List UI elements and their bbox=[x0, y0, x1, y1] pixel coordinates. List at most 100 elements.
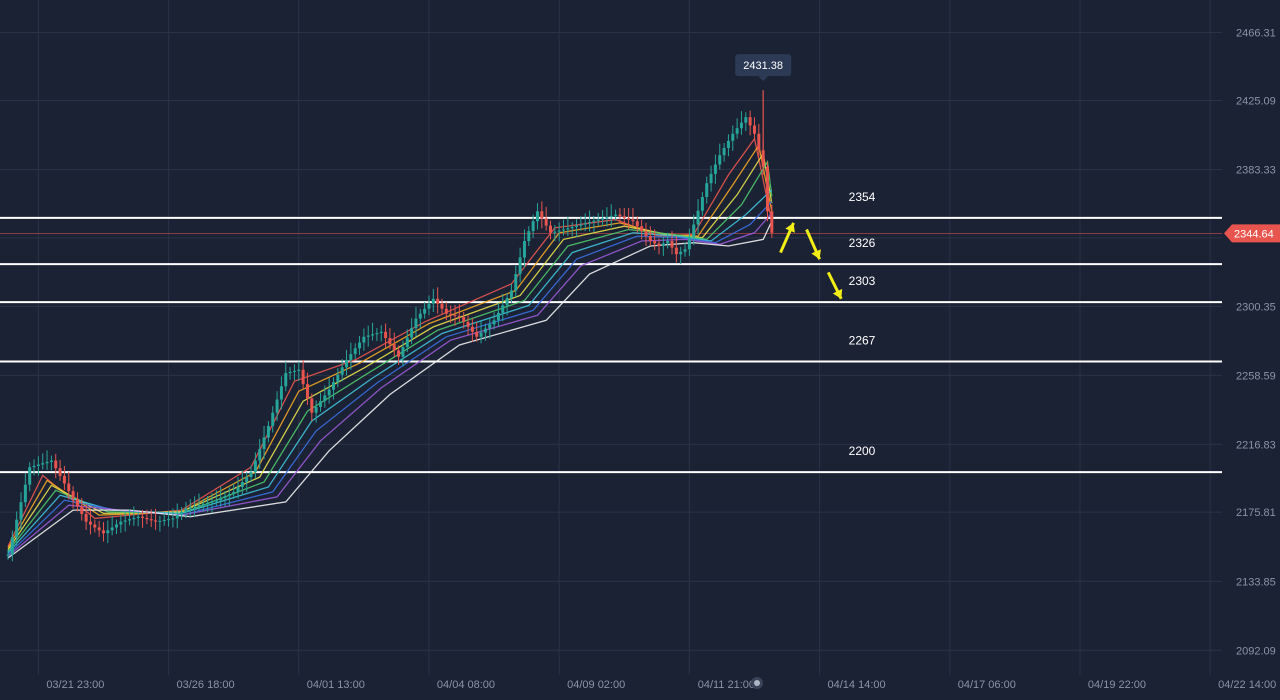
candle-body-134 bbox=[588, 222, 592, 224]
candle-body-6 bbox=[32, 465, 36, 468]
candle-body-155 bbox=[679, 251, 683, 255]
candle-body-138 bbox=[605, 217, 609, 219]
candle-body-90 bbox=[397, 350, 401, 357]
candle-body-150 bbox=[657, 243, 661, 246]
candle-body-74 bbox=[327, 389, 331, 396]
candle-body-169 bbox=[739, 122, 743, 129]
candle-body-33 bbox=[149, 519, 153, 521]
candle-body-76 bbox=[336, 374, 340, 383]
candle-body-65 bbox=[288, 371, 292, 374]
level-label-2303: 2303 bbox=[849, 274, 876, 288]
x-tick-label-8: 04/19 22:00 bbox=[1088, 679, 1146, 691]
candle-body-28 bbox=[128, 519, 132, 521]
candle-body-97 bbox=[427, 303, 431, 309]
candle-body-153 bbox=[670, 241, 674, 248]
candle-body-163 bbox=[713, 164, 717, 174]
forecast-arrows bbox=[779, 222, 843, 300]
candle-body-79 bbox=[349, 354, 353, 360]
peak-label-pointer bbox=[758, 76, 769, 82]
candle-body-146 bbox=[640, 226, 644, 232]
candle-body-23 bbox=[106, 530, 110, 534]
candle-body-114 bbox=[501, 305, 505, 313]
level-label-2354: 2354 bbox=[849, 190, 876, 204]
candle-body-149 bbox=[653, 241, 657, 244]
candle-body-102 bbox=[449, 313, 453, 315]
candle-body-158 bbox=[692, 224, 696, 237]
candle-body-18 bbox=[84, 514, 88, 522]
candle-body-130 bbox=[570, 226, 574, 229]
candle-body-131 bbox=[575, 225, 579, 227]
candle-body-11 bbox=[54, 460, 58, 469]
candle-body-91 bbox=[401, 347, 405, 357]
candle-body-157 bbox=[687, 236, 691, 250]
candle-body-137 bbox=[601, 218, 605, 220]
candle-body-151 bbox=[661, 243, 665, 246]
candle-body-140 bbox=[614, 214, 618, 216]
y-tick-label-6: 2216.83 bbox=[1236, 439, 1276, 451]
y-tick-label-1: 2425.09 bbox=[1236, 96, 1276, 108]
candle-body-30 bbox=[136, 516, 140, 518]
candle-body-167 bbox=[731, 133, 735, 141]
candle-body-121 bbox=[531, 221, 535, 232]
candle-body-40 bbox=[180, 511, 184, 516]
peak-label-box bbox=[735, 54, 792, 77]
candle-body-59 bbox=[262, 437, 266, 450]
price-series bbox=[6, 90, 774, 562]
candle-body-25 bbox=[115, 524, 118, 528]
candle-body-2 bbox=[15, 519, 19, 538]
candle-body-69 bbox=[305, 384, 309, 399]
level-label-2267: 2267 bbox=[849, 334, 876, 348]
candle-body-53 bbox=[236, 486, 240, 492]
candle-body-37 bbox=[167, 519, 171, 521]
candle-body-16 bbox=[75, 498, 79, 507]
candle-body-106 bbox=[466, 321, 470, 327]
candle-body-61 bbox=[271, 412, 275, 426]
candle-body-27 bbox=[123, 520, 127, 522]
candle-body-113 bbox=[496, 312, 500, 321]
candle-body-10 bbox=[49, 460, 53, 462]
candle-body-175 bbox=[766, 166, 769, 212]
candle-body-12 bbox=[58, 468, 62, 476]
candle-body-170 bbox=[744, 117, 748, 123]
y-tick-label-5: 2258.59 bbox=[1236, 370, 1276, 382]
candle-body-0 bbox=[6, 554, 10, 556]
candle-body-49 bbox=[219, 498, 223, 501]
candle-body-95 bbox=[418, 313, 422, 319]
candle-body-159 bbox=[696, 210, 700, 225]
candle-body-132 bbox=[579, 224, 583, 226]
candle-body-160 bbox=[700, 196, 704, 211]
candle-body-77 bbox=[340, 367, 344, 375]
candle-body-82 bbox=[362, 336, 366, 343]
time-scroll-handle[interactable] bbox=[751, 677, 763, 689]
candle-body-34 bbox=[154, 520, 158, 522]
candle-body-107 bbox=[470, 326, 474, 332]
candle-body-51 bbox=[227, 494, 231, 497]
candle-body-108 bbox=[475, 331, 479, 337]
candle-body-116 bbox=[509, 290, 513, 298]
candle-body-93 bbox=[410, 328, 414, 338]
candle-body-56 bbox=[249, 472, 253, 478]
candle-body-145 bbox=[635, 221, 639, 227]
candle-body-115 bbox=[505, 297, 509, 306]
candle-body-35 bbox=[158, 520, 162, 522]
candle-body-129 bbox=[566, 228, 570, 230]
candle-body-64 bbox=[284, 373, 288, 387]
candle-body-94 bbox=[414, 318, 418, 329]
x-tick-label-1: 03/26 18:00 bbox=[177, 679, 235, 691]
candle-body-80 bbox=[353, 348, 357, 355]
candle-body-143 bbox=[627, 217, 631, 220]
arrow-head-2 bbox=[832, 288, 843, 299]
candle-body-83 bbox=[366, 335, 370, 337]
candle-body-48 bbox=[214, 500, 218, 502]
arrow-head-1 bbox=[811, 249, 821, 260]
candle-body-26 bbox=[119, 521, 123, 525]
candle-body-5 bbox=[28, 467, 32, 485]
level-label-2200: 2200 bbox=[849, 444, 876, 458]
candle-body-1 bbox=[10, 537, 14, 555]
candle-body-8 bbox=[41, 463, 45, 465]
candle-body-88 bbox=[388, 338, 392, 345]
current-price-label: 2344.64 bbox=[1234, 228, 1274, 240]
y-tick-label-9: 2092.09 bbox=[1236, 645, 1276, 657]
